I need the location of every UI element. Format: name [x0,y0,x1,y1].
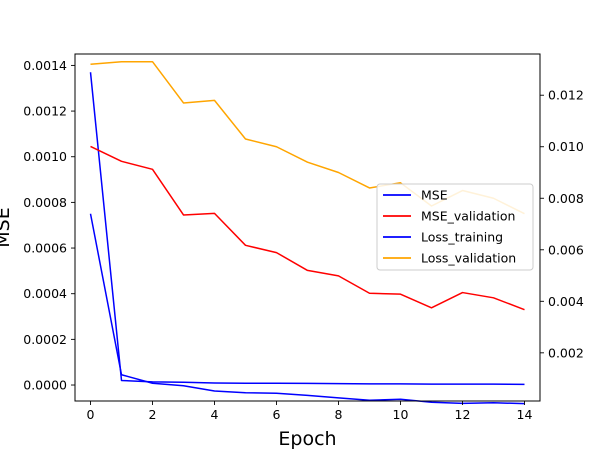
legend-box [376,183,534,271]
legend: MSE MSE_validation Loss_training Loss_valid… [376,183,534,271]
y-left-tick-label: 0.0000 [23,378,67,393]
y-right-axis-ticks: 0.002 0.004 0.006 0.008 0.010 0.012 [540,88,584,360]
y-left-axis-label: MSE [0,207,14,247]
x-tick-label: 4 [211,407,219,422]
y-right-tick-label: 0.004 [548,294,584,309]
series-line-mse [89,72,525,386]
y-left-tick-label: 0.0002 [23,332,67,347]
legend-label: MSE_validation [421,209,515,224]
y-left-tick-label: 0.0014 [23,58,67,73]
x-tick-label: 6 [273,407,281,422]
y-right-tick-label: 0.006 [548,242,584,257]
y-left-tick-label: 0.0012 [23,104,67,119]
y-right-tick-label: 0.012 [548,88,584,103]
y-left-tick-label: 0.0008 [23,195,67,210]
y-left-tick-label: 0.0010 [23,149,67,164]
y-right-tick-label: 0.002 [548,345,584,360]
x-tick-label: 12 [455,407,471,422]
legend-label: Loss_training [421,230,503,245]
x-tick-label: 14 [517,407,533,422]
legend-label: Loss_validation [421,251,516,266]
plot-frame [74,53,541,402]
series-line-loss-training [89,213,525,405]
legend-label: MSE [421,188,448,203]
x-tick-label: 0 [87,407,95,422]
y-right-tick-label: 0.008 [548,191,584,206]
x-tick-label: 8 [335,407,343,422]
x-tick-label: 2 [149,407,157,422]
y-left-axis-ticks: 0.0000 0.0002 0.0004 0.0006 0.0008 0.0010 0.00… [23,58,75,393]
y-left-tick-label: 0.0006 [23,241,67,256]
x-axis-ticks: 0 2 4 6 8 10 12 14 [87,401,533,422]
y-right-tick-label: 0.010 [548,139,584,154]
y-left-tick-label: 0.0004 [23,286,67,301]
series-line-mse-validation [90,145,525,311]
x-tick-label: 10 [393,407,409,422]
x-axis-label: Epoch [278,428,336,450]
